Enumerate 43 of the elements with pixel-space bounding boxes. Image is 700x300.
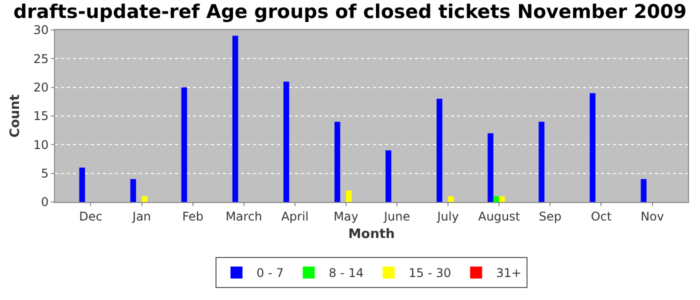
x-tick-label: April — [281, 209, 309, 224]
bar — [493, 196, 500, 202]
y-tick-label: 10 — [33, 138, 49, 152]
bar — [334, 122, 340, 202]
bar — [142, 196, 148, 202]
bar — [79, 168, 85, 202]
bar — [346, 190, 352, 202]
bar — [640, 179, 647, 202]
bar — [448, 196, 454, 202]
x-tick-label: May — [334, 209, 358, 224]
bar — [590, 93, 596, 202]
x-tick-label: Feb — [182, 209, 204, 224]
x-tick-label: Nov — [640, 209, 664, 224]
legend-label: 15 - 30 — [408, 266, 452, 280]
x-tick-label: Jan — [132, 209, 152, 224]
y-axis-title: Count — [8, 94, 23, 138]
bar — [488, 133, 494, 202]
y-tick-label: 0 — [40, 195, 49, 210]
legend-label: 8 - 14 — [328, 266, 364, 280]
x-tick-label: Sep — [538, 209, 562, 224]
bar — [386, 150, 392, 202]
bar — [232, 36, 238, 202]
bar — [130, 179, 136, 202]
y-tick-label: 30 — [33, 23, 49, 38]
y-tick-label: 15 — [33, 109, 49, 124]
x-tick-label: March — [226, 209, 262, 224]
y-tick-label: 20 — [33, 80, 49, 95]
bar — [181, 87, 188, 202]
chart-title: drafts-update-ref Age groups of closed tickets November 2009 — [13, 0, 687, 23]
x-tick-label: July — [436, 209, 459, 224]
y-tick-label: 25 — [33, 52, 49, 66]
bar — [283, 82, 290, 202]
bar — [538, 122, 544, 202]
x-tick-label: June — [382, 209, 410, 224]
x-tick-label: Oct — [590, 209, 612, 224]
legend-label: 31+ — [496, 266, 522, 280]
x-tick-label: August — [478, 209, 520, 224]
y-tick-label: 5 — [40, 166, 49, 181]
bar — [436, 98, 442, 202]
x-axis-title: Month — [348, 227, 395, 242]
legend-label: 0 - 7 — [256, 266, 284, 280]
x-tick-label: Dec — [79, 209, 102, 224]
bar — [499, 196, 505, 202]
